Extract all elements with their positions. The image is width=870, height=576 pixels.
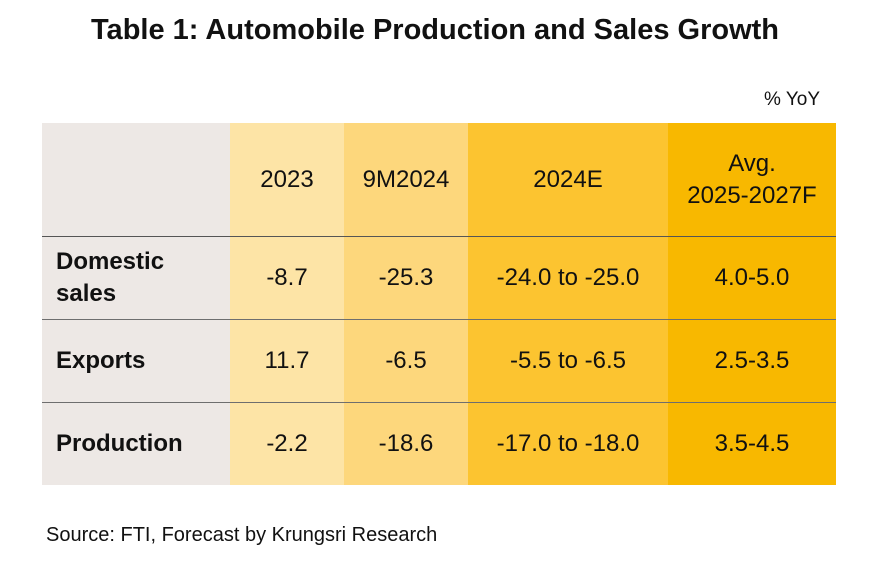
column-header-avg-2025-2027f: Avg. 2025-2027F — [668, 123, 836, 237]
cell-exports-avg: 2.5-3.5 — [668, 319, 836, 403]
column-header-avg-line1: Avg. — [728, 149, 776, 177]
unit-label: % YoY — [764, 89, 820, 110]
cell-production-2024e: -17.0 to -18.0 — [468, 402, 668, 485]
row-label-production: Production — [42, 402, 230, 485]
cell-production-9m2024: -18.6 — [344, 402, 468, 485]
column-header-2024e: 2024E — [468, 123, 668, 237]
table-row-production: Production -2.2 -18.6 -17.0 to -18.0 3.5… — [42, 402, 836, 485]
cell-exports-2024e: -5.5 to -6.5 — [468, 319, 668, 403]
header-corner-cell — [42, 123, 230, 237]
table-header-row: 2023 9M2024 2024E Avg. 2025-2027F — [42, 123, 836, 237]
growth-table: 2023 9M2024 2024E Avg. 2025-2027F Domest… — [42, 123, 836, 485]
cell-production-avg: 3.5-4.5 — [668, 402, 836, 485]
table-row-domestic-sales: Domestic sales -8.7 -25.3 -24.0 to -25.0… — [42, 236, 836, 320]
cell-production-2023: -2.2 — [230, 402, 344, 485]
cell-exports-9m2024: -6.5 — [344, 319, 468, 403]
cell-domestic-avg: 4.0-5.0 — [668, 236, 836, 320]
cell-domestic-2024e: -24.0 to -25.0 — [468, 236, 668, 320]
column-header-9m2024: 9M2024 — [344, 123, 468, 237]
cell-domestic-9m2024: -25.3 — [344, 236, 468, 320]
cell-exports-2023: 11.7 — [230, 319, 344, 403]
column-header-avg-line2: 2025-2027F — [687, 181, 817, 209]
row-label-exports: Exports — [42, 319, 230, 403]
cell-domestic-2023: -8.7 — [230, 236, 344, 320]
row-label-domestic-line1: Domestic — [56, 248, 165, 275]
table-row-exports: Exports 11.7 -6.5 -5.5 to -6.5 2.5-3.5 — [42, 319, 836, 403]
table-title: Table 1: Automobile Production and Sales… — [91, 14, 779, 46]
source-note: Source: FTI, Forecast by Krungsri Resear… — [46, 524, 438, 546]
row-label-domestic-line2: sales — [56, 280, 117, 307]
column-header-2023: 2023 — [230, 123, 344, 237]
row-label-domestic-sales: Domestic sales — [42, 236, 230, 320]
